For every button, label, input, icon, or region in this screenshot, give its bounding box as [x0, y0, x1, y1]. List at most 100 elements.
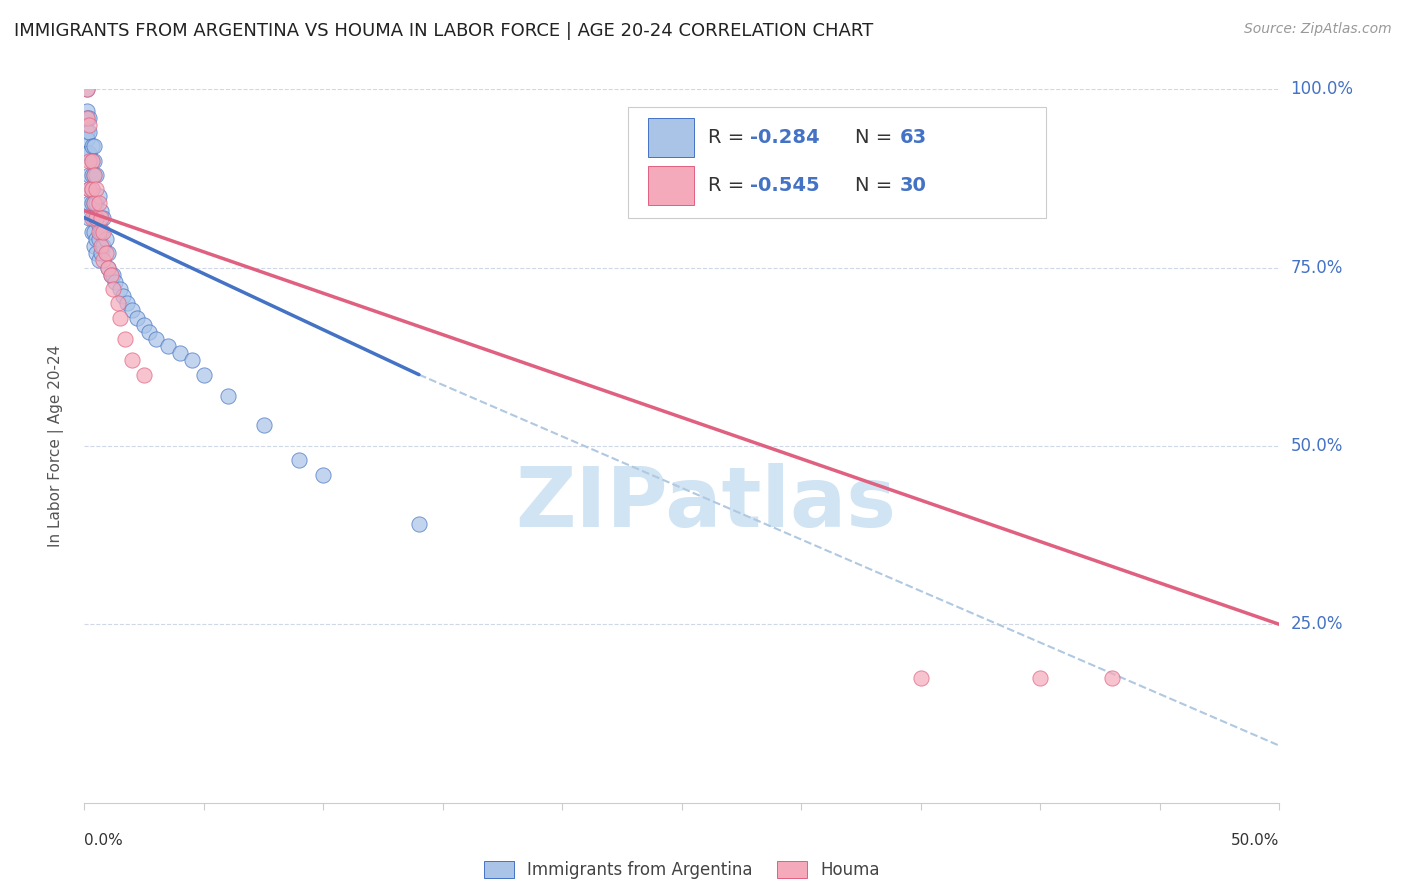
Point — [77, 168, 100, 182]
Text: N =: N = — [855, 128, 898, 147]
Point — [138, 325, 160, 339]
Point — [107, 296, 129, 310]
Text: 30: 30 — [900, 176, 927, 195]
Text: 75.0%: 75.0% — [1291, 259, 1343, 277]
Y-axis label: In Labor Force | Age 20-24: In Labor Force | Age 20-24 — [48, 345, 63, 547]
Text: -0.284: -0.284 — [749, 128, 820, 147]
Point — [77, 211, 100, 225]
Point — [83, 196, 105, 211]
Point — [80, 211, 103, 225]
Text: 50.0%: 50.0% — [1232, 833, 1279, 848]
Point — [132, 318, 156, 332]
Point — [94, 232, 117, 246]
Point — [90, 225, 112, 239]
Text: Source: ZipAtlas.com: Source: ZipAtlas.com — [1244, 22, 1392, 37]
Point — [76, 132, 98, 146]
Point — [93, 211, 115, 225]
Text: -0.545: -0.545 — [749, 176, 820, 195]
Point — [408, 517, 430, 532]
Point — [77, 182, 100, 196]
Point — [87, 189, 110, 203]
Point — [180, 353, 202, 368]
Point — [111, 289, 134, 303]
Point — [94, 246, 117, 260]
Point — [1029, 671, 1052, 685]
Text: N =: N = — [855, 176, 898, 195]
Point — [77, 182, 100, 196]
Point — [97, 260, 120, 275]
Legend: Immigrants from Argentina, Houma: Immigrants from Argentina, Houma — [475, 853, 889, 888]
Point — [121, 303, 143, 318]
Point — [83, 239, 105, 253]
Point — [288, 453, 311, 467]
Point — [87, 225, 110, 239]
Text: 50.0%: 50.0% — [1291, 437, 1343, 455]
Point — [80, 182, 103, 196]
Point — [93, 239, 115, 253]
Point — [77, 146, 100, 161]
Text: 0.0%: 0.0% — [84, 833, 124, 848]
Point — [121, 353, 143, 368]
Point — [84, 182, 107, 196]
Point — [87, 196, 110, 211]
Point — [84, 211, 107, 225]
Point — [312, 467, 335, 482]
Text: IMMIGRANTS FROM ARGENTINA VS HOUMA IN LABOR FORCE | AGE 20-24 CORRELATION CHART: IMMIGRANTS FROM ARGENTINA VS HOUMA IN LA… — [14, 22, 873, 40]
Point — [125, 310, 148, 325]
Point — [101, 282, 124, 296]
Point — [76, 111, 98, 125]
Text: 100.0%: 100.0% — [1291, 80, 1354, 98]
Point — [157, 339, 180, 353]
Point — [76, 125, 98, 139]
Point — [77, 111, 100, 125]
Point — [114, 332, 136, 346]
Point — [84, 211, 107, 225]
Text: R =: R = — [709, 176, 751, 195]
Point — [80, 225, 103, 239]
Point — [217, 389, 239, 403]
FancyBboxPatch shape — [628, 107, 1046, 218]
Point — [100, 268, 122, 282]
Point — [910, 671, 932, 685]
Point — [110, 282, 132, 296]
Text: R =: R = — [709, 128, 751, 147]
Point — [83, 168, 105, 182]
Point — [90, 239, 112, 253]
FancyBboxPatch shape — [648, 166, 695, 205]
Point — [100, 268, 122, 282]
Point — [93, 253, 115, 268]
Point — [83, 139, 105, 153]
Point — [87, 218, 110, 232]
Point — [101, 268, 124, 282]
Point — [80, 139, 103, 153]
Point — [77, 196, 100, 211]
Point — [84, 232, 107, 246]
Point — [132, 368, 156, 382]
Point — [80, 153, 103, 168]
Point — [76, 103, 98, 118]
Point — [80, 196, 103, 211]
Point — [76, 82, 98, 96]
Point — [110, 310, 132, 325]
Text: 63: 63 — [900, 128, 927, 147]
Point — [145, 332, 167, 346]
Point — [97, 246, 120, 260]
Point — [90, 246, 112, 260]
FancyBboxPatch shape — [648, 118, 695, 157]
Point — [84, 168, 107, 182]
Point — [93, 225, 115, 239]
Point — [253, 417, 276, 432]
Point — [83, 211, 105, 225]
Point — [90, 203, 112, 218]
Point — [117, 296, 139, 310]
Point — [1101, 671, 1123, 685]
Point — [76, 111, 98, 125]
Point — [84, 246, 107, 260]
Point — [169, 346, 191, 360]
Point — [76, 82, 98, 96]
Point — [87, 232, 110, 246]
Point — [80, 182, 103, 196]
Point — [83, 168, 105, 182]
Point — [87, 253, 110, 268]
Point — [77, 118, 100, 132]
